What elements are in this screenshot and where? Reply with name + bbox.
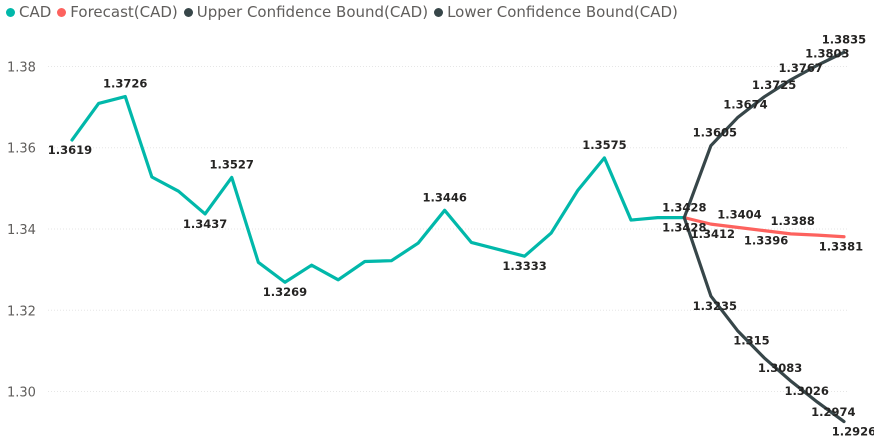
- data-label: 1.3674: [723, 98, 767, 112]
- legend: CAD Forecast(CAD) Upper Confidence Bound…: [6, 3, 684, 21]
- legend-marker-lower-bound: [434, 7, 444, 17]
- series-line-forecast-cad: [682, 216, 846, 239]
- data-label: 1.2926: [832, 425, 874, 439]
- legend-marker-forecast: [57, 7, 67, 17]
- legend-item-lower-bound[interactable]: Lower Confidence Bound(CAD): [434, 3, 678, 21]
- legend-label-forecast: Forecast(CAD): [70, 3, 178, 21]
- data-label: 1.3835: [822, 32, 866, 46]
- data-label: 1.3605: [693, 126, 737, 140]
- legend-label-upper-bound: Upper Confidence Bound(CAD): [196, 3, 429, 21]
- data-label: 1.3437: [183, 217, 227, 231]
- data-label: 1.3235: [693, 299, 737, 313]
- data-label: 1.3446: [422, 190, 466, 204]
- data-label: 1.3026: [785, 384, 829, 398]
- y-tick-label: 1.38: [7, 60, 36, 75]
- legend-marker-upper-bound: [183, 7, 193, 17]
- y-tick-label: 1.30: [7, 386, 36, 401]
- legend-item-forecast[interactable]: Forecast(CAD): [57, 3, 178, 21]
- series-line-cad: [70, 94, 686, 284]
- data-label: 1.3428: [662, 221, 706, 235]
- data-label: 1.3412: [691, 227, 735, 241]
- data-label: 1.315: [733, 334, 769, 348]
- data-label: 1.3575: [582, 138, 626, 152]
- data-label: 1.3725: [752, 78, 796, 92]
- series-line-lower-confidence-bound-cad: [682, 216, 846, 424]
- data-label: 1.3767: [779, 61, 823, 75]
- y-tick-label: 1.36: [7, 142, 36, 157]
- legend-label-cad: CAD: [19, 3, 52, 21]
- data-label: 1.3404: [717, 207, 761, 221]
- data-label: 1.3388: [771, 214, 815, 228]
- data-label: 1.3428: [662, 201, 706, 215]
- data-label: 1.2974: [811, 405, 855, 419]
- data-label: 1.3083: [758, 361, 802, 375]
- data-label: 1.3726: [103, 77, 147, 91]
- data-label: 1.3269: [263, 285, 307, 299]
- y-tick-label: 1.34: [7, 223, 36, 238]
- y-tick-label: 1.32: [7, 304, 36, 319]
- legend-item-upper-bound[interactable]: Upper Confidence Bound(CAD): [183, 3, 429, 21]
- legend-label-lower-bound: Lower Confidence Bound(CAD): [447, 3, 678, 21]
- data-label: 1.3619: [48, 143, 92, 157]
- data-label: 1.3333: [502, 259, 546, 273]
- legend-item-cad[interactable]: CAD: [6, 3, 51, 21]
- series-line-upper-confidence-bound-cad: [682, 50, 846, 220]
- data-label: 1.3396: [744, 234, 788, 248]
- legend-marker-cad: [6, 7, 15, 17]
- data-label: 1.3803: [805, 46, 849, 60]
- data-label: 1.3381: [819, 240, 863, 254]
- data-label: 1.3527: [210, 157, 254, 171]
